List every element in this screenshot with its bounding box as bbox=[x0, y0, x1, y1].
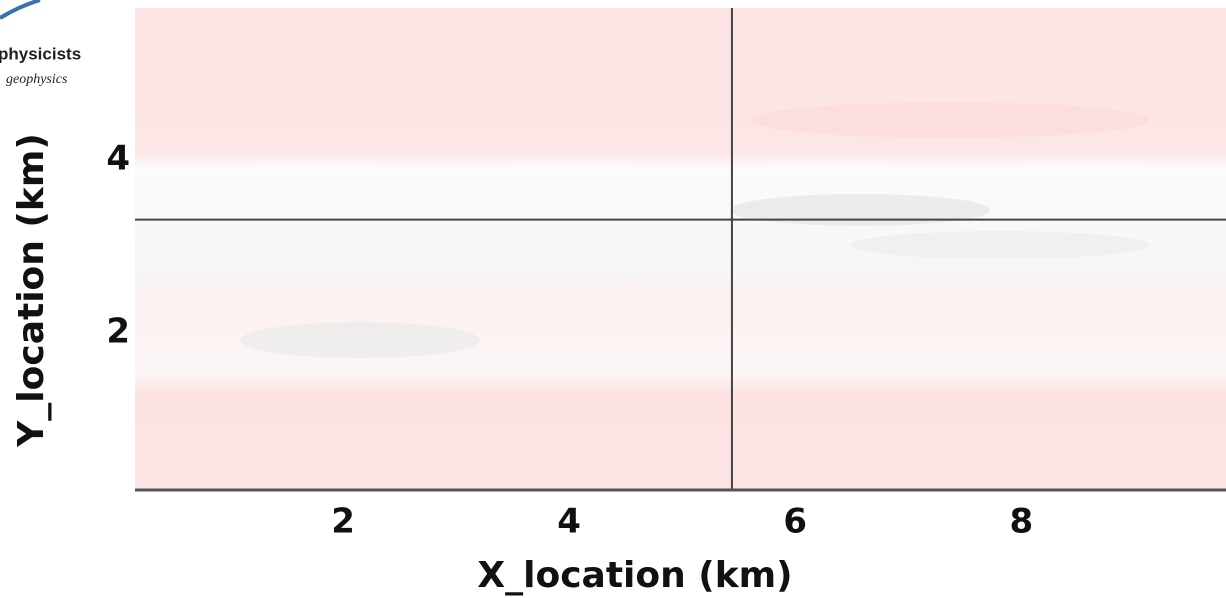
x-tick-label: 2 bbox=[331, 502, 355, 542]
logo-tagline: geophysics bbox=[6, 72, 68, 87]
plot-area bbox=[135, 8, 1226, 490]
logo-mark bbox=[0, 0, 41, 20]
x-axis-label: X_location (km) bbox=[477, 555, 792, 596]
seismic-feature bbox=[850, 231, 1150, 259]
x-tick-label: 4 bbox=[557, 502, 581, 542]
seismic-feature bbox=[750, 102, 1150, 138]
logo-name: physicists bbox=[0, 44, 81, 63]
seismic-feature bbox=[730, 194, 990, 226]
x-tick-label: 6 bbox=[783, 502, 807, 542]
x-tick-label: 8 bbox=[1010, 502, 1034, 542]
y-tick-label: 4 bbox=[106, 139, 130, 179]
y-tick-label: 2 bbox=[106, 311, 130, 351]
y-axis-label: Y_location (km) bbox=[11, 133, 52, 448]
seismic-feature bbox=[240, 322, 480, 358]
